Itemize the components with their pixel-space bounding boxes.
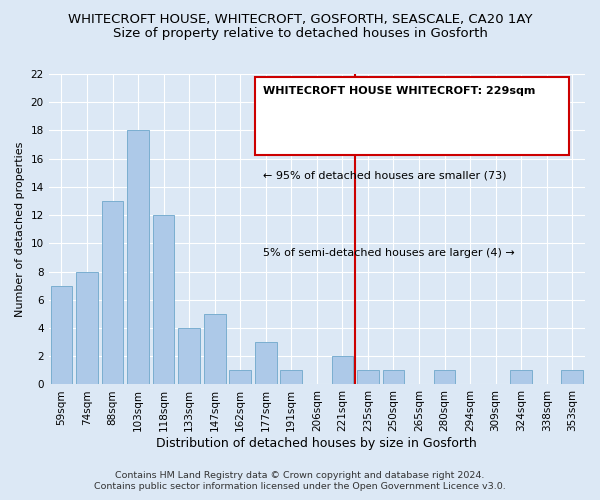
Bar xyxy=(153,215,175,384)
Bar xyxy=(178,328,200,384)
Bar xyxy=(280,370,302,384)
Bar xyxy=(50,286,72,384)
Bar xyxy=(562,370,583,384)
Y-axis label: Number of detached properties: Number of detached properties xyxy=(15,142,25,317)
Text: Size of property relative to detached houses in Gosforth: Size of property relative to detached ho… xyxy=(113,28,487,40)
Bar xyxy=(127,130,149,384)
Bar xyxy=(101,201,124,384)
Bar xyxy=(357,370,379,384)
Text: ← 95% of detached houses are smaller (73): ← 95% of detached houses are smaller (73… xyxy=(263,170,507,180)
X-axis label: Distribution of detached houses by size in Gosforth: Distribution of detached houses by size … xyxy=(157,437,477,450)
Bar xyxy=(383,370,404,384)
Bar xyxy=(255,342,277,384)
Text: WHITECROFT HOUSE, WHITECROFT, GOSFORTH, SEASCALE, CA20 1AY: WHITECROFT HOUSE, WHITECROFT, GOSFORTH, … xyxy=(68,12,532,26)
Bar xyxy=(510,370,532,384)
Bar xyxy=(204,314,226,384)
Bar xyxy=(434,370,455,384)
Text: Contains HM Land Registry data © Crown copyright and database right 2024.: Contains HM Land Registry data © Crown c… xyxy=(115,471,485,480)
Text: 5% of semi-detached houses are larger (4) →: 5% of semi-detached houses are larger (4… xyxy=(263,248,515,258)
Text: Contains public sector information licensed under the Open Government Licence v3: Contains public sector information licen… xyxy=(94,482,506,491)
Bar xyxy=(229,370,251,384)
Bar xyxy=(332,356,353,384)
Text: WHITECROFT HOUSE WHITECROFT: 229sqm: WHITECROFT HOUSE WHITECROFT: 229sqm xyxy=(263,86,536,97)
Bar xyxy=(76,272,98,384)
FancyBboxPatch shape xyxy=(255,77,569,154)
